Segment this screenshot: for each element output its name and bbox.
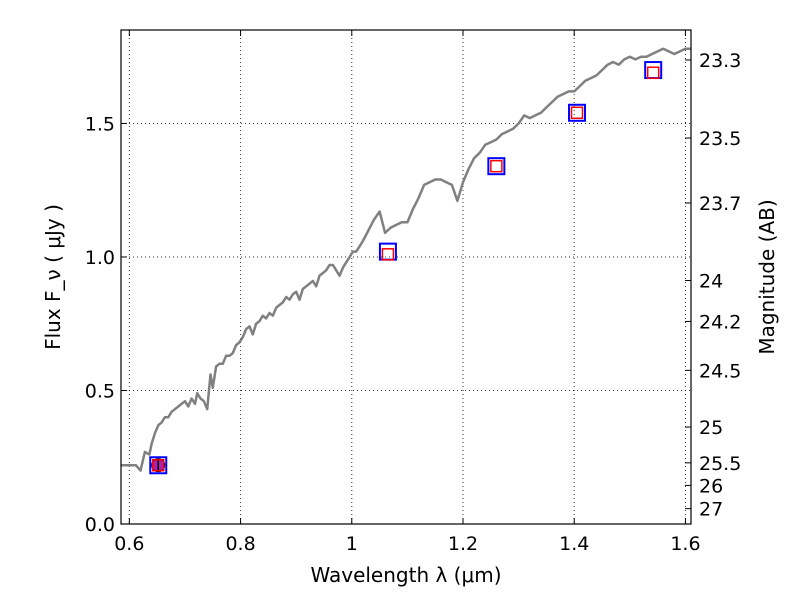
observed-photometry-square [487, 157, 506, 176]
y2-axis-label: Magnitude (AB) [755, 199, 779, 354]
y-tick-label: 1.0 [85, 247, 115, 269]
y2-tick-label: 23.7 [699, 193, 741, 215]
x-tick-label: 0.8 [225, 533, 255, 555]
x-tick-label: 1 [346, 533, 358, 555]
observed-photometry-square [568, 103, 586, 122]
series-layer [121, 47, 691, 475]
model-photometry-square [490, 159, 503, 173]
model-photometry-square [152, 459, 165, 472]
ticks-layer: 0.6 0.8 1 1.2 1.4 1.6 0.0 0.5 1.0 1.5 23.3 23.5 23.7… [85, 30, 741, 555]
y-axis-label: Flux F_ν ( μJy ) [41, 204, 65, 350]
plot-frame [120, 29, 692, 525]
y2-tick-label: 25 [699, 417, 723, 439]
x-tick-label: 1.4 [559, 533, 589, 555]
y2-tick-label: 24.5 [699, 360, 741, 382]
y-tick-label: 0.5 [85, 380, 115, 402]
model-photometry-square [646, 66, 660, 79]
y2-tick-label: 27 [699, 499, 723, 521]
x-axis-label: Wavelength λ (μm) [310, 563, 501, 587]
model-photometry-square [381, 248, 395, 261]
y-tick-label: 0.0 [85, 514, 115, 536]
observed-photometry-square [149, 456, 168, 475]
y2-tick-label: 26 [699, 475, 723, 497]
y2-tick-label: 24 [699, 270, 723, 292]
x-tick-label: 1.2 [448, 533, 478, 555]
x-tick-label: 1.6 [670, 533, 700, 555]
y-tick-label: 1.5 [85, 113, 115, 135]
x-tick-label: 0.6 [114, 533, 144, 555]
model-spectrum-line [121, 47, 691, 472]
y2-tick-label: 23.3 [699, 50, 741, 72]
y2-tick-label: 25.5 [699, 453, 741, 475]
y2-tick-label: 24.2 [699, 311, 741, 333]
y2-tick-label: 23.5 [699, 128, 741, 150]
model-photometry-square [570, 106, 584, 120]
